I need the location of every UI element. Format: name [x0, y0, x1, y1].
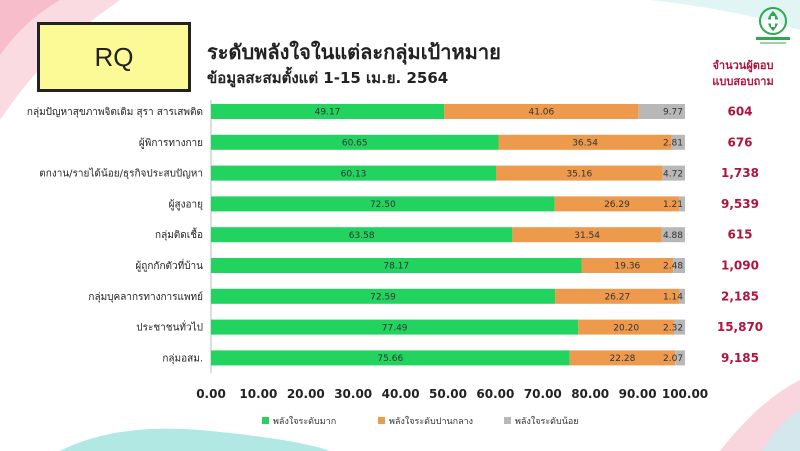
category-label: ผู้สูงอายุ: [169, 198, 203, 210]
category-label: ผู้พิการทางกาย: [139, 137, 203, 149]
respondents-header-line1: จำนวนผู้ตอบ: [712, 59, 774, 72]
bar-segment: [211, 319, 579, 335]
category-label: ผู้ถูกกักตัวที่บ้าน: [135, 258, 203, 272]
bar-value-label: 4.88: [663, 231, 683, 241]
bar-segment: [498, 134, 672, 150]
bar-value-label: 77.49: [382, 323, 408, 333]
department-of-mental-health-logo-icon: [756, 7, 790, 44]
bar-segment: [512, 227, 662, 243]
bar-value-label: 2.81: [663, 139, 683, 149]
chart-title: ระดับพลังใจในแต่ละกลุ่มเป้าหมาย: [207, 40, 501, 64]
x-tick-label: 60.00: [476, 387, 514, 401]
x-tick-label: 70.00: [524, 387, 562, 401]
bar-segment: [662, 165, 686, 181]
respondent-count: 615: [727, 228, 752, 242]
respondents-header: จำนวนผู้ตอบ แบบสอบถาม: [703, 58, 783, 90]
bar-segment: [679, 288, 685, 304]
bar-segment: [211, 134, 499, 150]
x-tick-label: 90.00: [619, 387, 657, 401]
bar-segment: [555, 288, 680, 304]
bar-value-label: 2.07: [663, 354, 683, 364]
bar-value-label: 49.17: [315, 108, 341, 118]
bar-segment: [554, 196, 680, 212]
bar-segment: [671, 134, 685, 150]
chart-subtitle: ข้อมูลสะสมตั้งแต่ 1-15 เม.ย. 2564: [207, 69, 449, 87]
bar-value-label: 2.48: [663, 262, 683, 272]
x-tick-label: 80.00: [571, 387, 609, 401]
x-tick-label: 40.00: [382, 387, 420, 401]
bar-value-label: 22.28: [610, 354, 636, 364]
bar-value-label: 1.14: [663, 293, 683, 303]
bar-value-label: 9.77: [663, 108, 683, 118]
respondent-count: 9,185: [721, 351, 759, 365]
legend-label: พลังใจระดับมาก: [273, 416, 336, 427]
x-tick-label: 50.00: [429, 387, 467, 401]
x-tick-label: 100.00: [662, 387, 708, 401]
bar-value-label: 4.72: [663, 169, 683, 179]
bar-value-label: 35.16: [566, 169, 592, 179]
bar-value-label: 36.54: [572, 139, 598, 149]
bar-value-label: 75.66: [377, 354, 403, 364]
bar-value-label: 72.50: [370, 200, 396, 210]
x-tick-label: 10.00: [239, 387, 277, 401]
respondent-count: 15,870: [717, 320, 763, 334]
respondent-count: 604: [727, 105, 752, 119]
bar-segment: [211, 196, 555, 212]
bar-segment: [674, 319, 686, 335]
rq-badge: RQ: [37, 22, 191, 92]
bar-value-label: 72.59: [370, 293, 396, 303]
respondent-count: 1,090: [721, 259, 759, 273]
bar-value-label: 60.65: [342, 139, 368, 149]
category-label: ประชาชนทั่วไป: [136, 320, 203, 334]
bar-segment: [569, 350, 676, 366]
category-label: กลุ่มบุคลากรทางการแพทย์: [88, 291, 203, 303]
bar-segment: [679, 196, 685, 212]
legend-swatch: [378, 417, 385, 424]
bar-value-label: 63.58: [349, 231, 375, 241]
legend-label: พลังใจระดับน้อย: [515, 416, 579, 427]
legend-label: พลังใจระดับปานกลาง: [389, 416, 473, 427]
bar-segment: [578, 319, 675, 335]
category-label: กลุ่มอสม.: [162, 353, 203, 364]
bar-value-label: 1.21: [663, 200, 683, 210]
bar-value-label: 60.13: [341, 169, 367, 179]
bar-value-label: 26.29: [604, 200, 630, 210]
legend-swatch: [262, 417, 269, 424]
respondent-count: 676: [727, 135, 752, 149]
bar-segment: [581, 258, 674, 273]
bar-value-label: 2.32: [663, 323, 683, 333]
x-tick-label: 20.00: [287, 387, 325, 401]
respondent-count: 1,738: [721, 166, 759, 180]
bar-segment: [211, 288, 556, 304]
bar-value-label: 41.06: [528, 108, 554, 118]
bar-segment: [496, 165, 663, 181]
bar-value-label: 78.17: [383, 262, 409, 272]
category-label: ตกงาน/รายได้น้อย/ธุรกิจประสบปัญหา: [39, 168, 203, 180]
bar-value-label: 26.27: [604, 293, 630, 303]
bar-segment: [638, 104, 685, 119]
x-tick-label: 0.00: [196, 387, 226, 401]
respondents-header-line2: แบบสอบถาม: [712, 75, 774, 88]
bar-segment: [211, 165, 497, 181]
respondent-count: 2,185: [721, 289, 759, 303]
bar-value-label: 20.20: [613, 323, 639, 333]
bar-segment: [661, 227, 685, 243]
bar-segment: [675, 350, 686, 366]
bar-segment: [211, 227, 513, 243]
legend-swatch: [504, 417, 511, 424]
bar-segment: [211, 258, 582, 273]
respondent-count: 9,539: [721, 197, 759, 211]
bar-value-label: 19.36: [615, 262, 641, 272]
category-label: กลุ่มติดเชื้อ: [155, 227, 203, 241]
bar-segment: [444, 104, 639, 119]
bar-segment: [211, 350, 570, 366]
bar-segment: [673, 258, 686, 273]
category-label: กลุ่มปัญหาสุขภาพจิตเดิม สุรา สารเสพติด: [27, 107, 203, 118]
rq-badge-label: RQ: [94, 41, 134, 72]
bar-segment: [211, 104, 445, 119]
x-tick-label: 30.00: [334, 387, 372, 401]
bar-value-label: 31.54: [574, 231, 600, 241]
